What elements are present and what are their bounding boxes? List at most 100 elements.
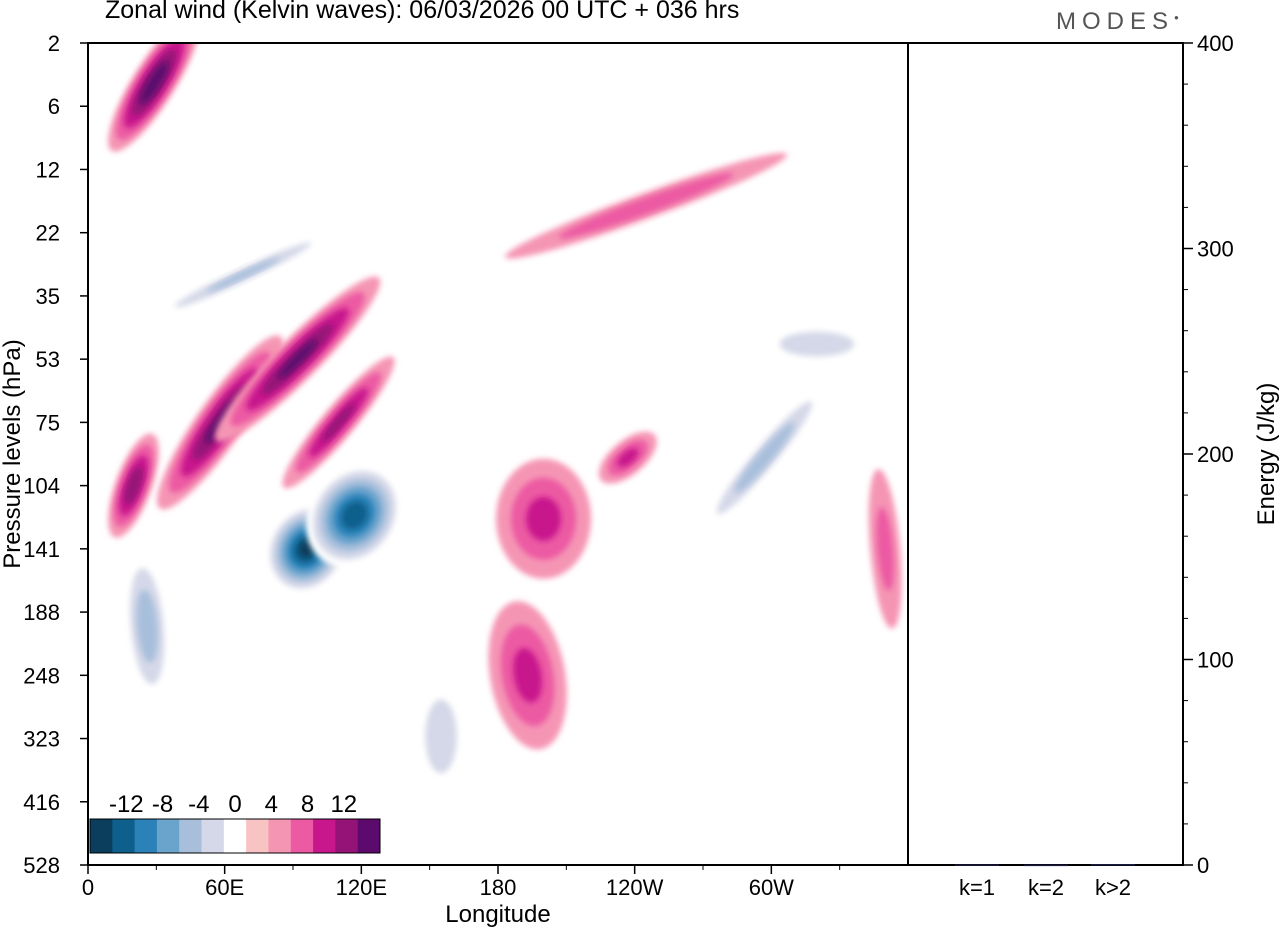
colorbar-swatch <box>246 819 269 853</box>
energy-bar-plot: k=1 k=2 k>2 0 100 200 300 400 Energy (J/kg) <box>907 31 1280 900</box>
colorbar-swatch <box>156 819 180 853</box>
contour-feature-positive <box>488 601 567 750</box>
contour-level <box>558 173 734 239</box>
energy-category-label: k=1 <box>959 875 995 900</box>
colorbar-swatch <box>201 819 225 853</box>
energy-axis-title: Energy (J/kg) <box>1253 383 1280 526</box>
y-tick-label: 104 <box>23 474 60 499</box>
y-axis: 2 6 12 22 35 53 75 104 141 188 248 323 416 528 <box>23 31 88 878</box>
contour-level <box>734 422 795 493</box>
y-tick-label: 2 <box>48 31 60 56</box>
contour-feature-positive <box>108 43 201 152</box>
x-tick-label: 60W <box>749 875 794 900</box>
contour-level <box>136 589 158 663</box>
energy-tick-label: 300 <box>1197 237 1234 262</box>
contour-level <box>876 507 894 591</box>
colorbar-frame <box>89 818 381 854</box>
x-tick-label: 60E <box>205 875 244 900</box>
y-tick-label: 35 <box>36 284 60 309</box>
contour-feature-positive <box>505 153 788 259</box>
contour-feature-negative <box>756 324 877 365</box>
y-tick-label: 12 <box>36 157 60 182</box>
colorbar-swatch <box>357 819 381 853</box>
x-tick-label: 0 <box>82 875 94 900</box>
colorbar-label: -4 <box>188 791 209 818</box>
energy-tick-label: 0 <box>1197 853 1209 878</box>
x-axis: 0 60E 120E 180 120W 60W <box>82 865 841 900</box>
x-tick-label: 180 <box>480 875 517 900</box>
colorbar-label: 8 <box>301 791 314 818</box>
y-axis-title: Pressure levels (hPa) <box>0 339 26 568</box>
energy-category-label: k=2 <box>1028 875 1064 900</box>
brand-logo-mark: ● <box>1174 13 1179 22</box>
energy-category-label: k>2 <box>1095 875 1131 900</box>
contour-feature-negative <box>143 227 343 323</box>
contour-feature-positive <box>282 356 395 489</box>
x-tick-label: 120E <box>336 875 387 900</box>
x-axis-title: Longitude <box>445 901 550 928</box>
contour-feature-negative <box>264 503 349 595</box>
colorbar-label: 4 <box>265 791 278 818</box>
y-tick-label: 141 <box>23 537 60 562</box>
heatmap-plot: -12 -8 -4 0 4 8 12 0 60E 120E 180 120W 60W 26122235… <box>0 31 909 928</box>
energy-tick-label: 200 <box>1197 442 1234 467</box>
energy-tick-label: 100 <box>1197 648 1234 673</box>
contour-feature-positive <box>868 469 902 629</box>
contour-feature-positive <box>214 276 381 442</box>
contour-feature-positive <box>496 458 592 579</box>
y-tick-label: 323 <box>23 727 60 752</box>
colorbar-swatch <box>313 819 336 853</box>
wind-anomaly-contours <box>108 43 902 807</box>
colorbar: -12 -8 -4 0 4 8 12 <box>89 791 381 854</box>
chart-title: Zonal wind (Kelvin waves): 06/03/2026 00… <box>105 0 740 24</box>
colorbar-swatch <box>335 819 359 853</box>
brand-logo-text: MODES <box>1056 8 1175 35</box>
contour-feature-negative <box>411 666 472 807</box>
energy-bar <box>1024 864 1068 867</box>
y-tick-label: 416 <box>23 790 60 815</box>
contour-level <box>124 466 143 505</box>
contour-level <box>139 61 169 105</box>
colorbar-swatch <box>112 819 136 853</box>
colorbar-swatch <box>268 819 292 853</box>
contour-feature-positive <box>598 431 657 484</box>
y-tick-label: 248 <box>23 663 60 688</box>
energy-tick-label: 400 <box>1197 31 1234 56</box>
contour-level <box>206 257 280 293</box>
y-tick-label: 188 <box>23 600 60 625</box>
colorbar-label: -12 <box>109 791 144 818</box>
contour-level <box>425 699 457 774</box>
brand-logo: MODES● <box>1056 8 1179 36</box>
contour-level <box>322 403 355 442</box>
colorbar-swatch <box>134 819 158 853</box>
energy-bars: k=1 k=2 k>2 <box>955 864 1135 900</box>
colorbar-swatch <box>290 819 314 853</box>
colorbar-swatch <box>90 819 113 853</box>
colorbar-label: -8 <box>152 791 173 818</box>
energy-bar <box>955 864 999 866</box>
colorbar-label: 12 <box>330 791 357 818</box>
y-tick-label: 22 <box>36 221 60 246</box>
contour-level <box>779 331 855 357</box>
energy-axis: 0 100 200 300 400 <box>1183 31 1234 878</box>
energy-bar <box>1091 864 1135 866</box>
x-tick-label: 120W <box>606 875 664 900</box>
y-tick-label: 528 <box>23 853 60 878</box>
colorbar-swatch <box>179 819 202 853</box>
contour-level <box>341 501 368 530</box>
colorbar-label: 0 <box>228 791 241 818</box>
contour-feature-negative <box>123 546 171 706</box>
contour-feature-negative <box>699 380 830 535</box>
colorbar-swatch <box>223 819 247 853</box>
contour-level <box>617 448 639 468</box>
y-tick-label: 53 <box>36 347 60 372</box>
contour-level <box>277 339 318 379</box>
contour-feature-positive <box>108 433 159 538</box>
y-tick-label: 75 <box>36 410 60 435</box>
contour-level <box>526 496 561 541</box>
y-tick-label: 6 <box>48 94 60 119</box>
contour-feature-negative <box>305 463 404 568</box>
energy-frame <box>907 42 1184 866</box>
contour-level <box>513 648 543 703</box>
